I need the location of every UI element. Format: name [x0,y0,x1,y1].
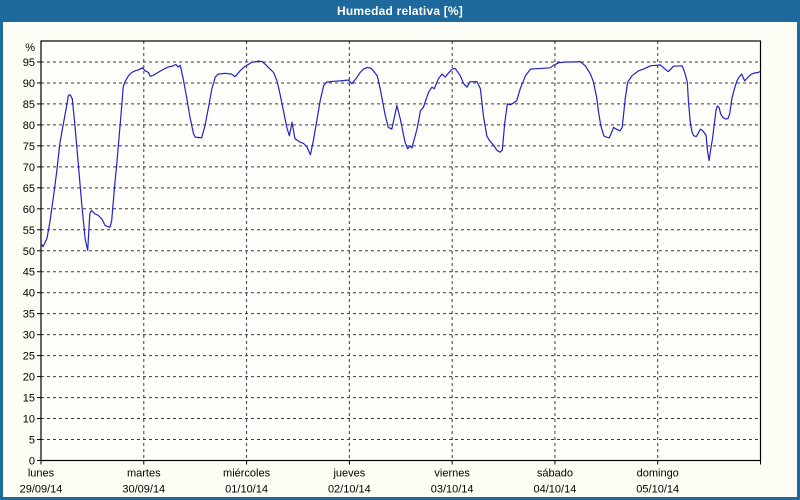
y-tick-label-65: 65 [23,183,35,195]
x-label-dayname-2: miércoles [223,468,271,480]
x-label-date-2: 01/10/14 [225,484,268,496]
y-tick-label-0: 0 [29,456,35,468]
y-tick-label-45: 45 [23,267,35,279]
y-tick-label-85: 85 [23,99,35,111]
x-label-date-4: 03/10/14 [431,484,474,496]
y-tick-label-10: 10 [23,414,35,426]
y-tick-label-80: 80 [23,120,35,132]
x-label-date-6: 05/10/14 [636,484,679,496]
x-label-dayname-3: jueves [332,468,365,480]
y-tick-label-20: 20 [23,372,35,384]
y-tick-label-5: 5 [29,435,35,447]
y-tick-label-90: 90 [23,78,35,90]
series-line-0 [40,60,761,251]
x-label-dayname-5: sábado [537,468,573,480]
y-tick-label-95: 95 [23,57,35,69]
y-tick-label-15: 15 [23,393,35,405]
y-tick-label-60: 60 [23,204,35,216]
y-tick-label-50: 50 [23,246,35,258]
y-tick-label-70: 70 [23,162,35,174]
x-label-dayname-4: viernes [434,468,470,480]
y-tick-label-35: 35 [23,309,35,321]
humidity-line-chart: 0 5 10 15 20 25 30 35 40 45 50 55 60 65 70 75 80 85 90 95% l… [20,40,762,496]
y-tick-label-30: 30 [23,330,35,342]
plot-background [41,41,761,461]
x-label-date-0: 29/09/14 [20,484,63,496]
x-label-date-5: 04/10/14 [534,484,577,496]
window-title: Humedad relativa [%] [336,4,464,18]
y-tick-label-40: 40 [23,288,35,300]
title-bar[interactable]: Humedad relativa [%] [0,0,800,22]
x-label-dayname-1: martes [127,468,161,480]
x-label-date-3: 02/10/14 [328,484,371,496]
x-label-dayname-0: lunes [28,468,55,480]
y-axis-unit-label: % [25,42,35,54]
x-label-date-1: 30/09/14 [122,484,165,496]
y-tick-label-25: 25 [23,351,35,363]
x-label-dayname-6: domingo [637,468,679,480]
chart-panel: 0 5 10 15 20 25 30 35 40 45 50 55 60 65 70 75 80 85 90 95% l… [3,22,797,497]
y-tick-label-55: 55 [23,225,35,237]
y-tick-label-75: 75 [23,141,35,153]
